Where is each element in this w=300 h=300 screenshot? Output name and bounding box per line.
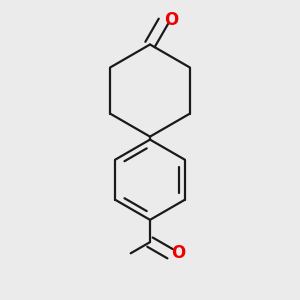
Text: O: O <box>171 244 185 262</box>
Text: O: O <box>164 11 178 29</box>
